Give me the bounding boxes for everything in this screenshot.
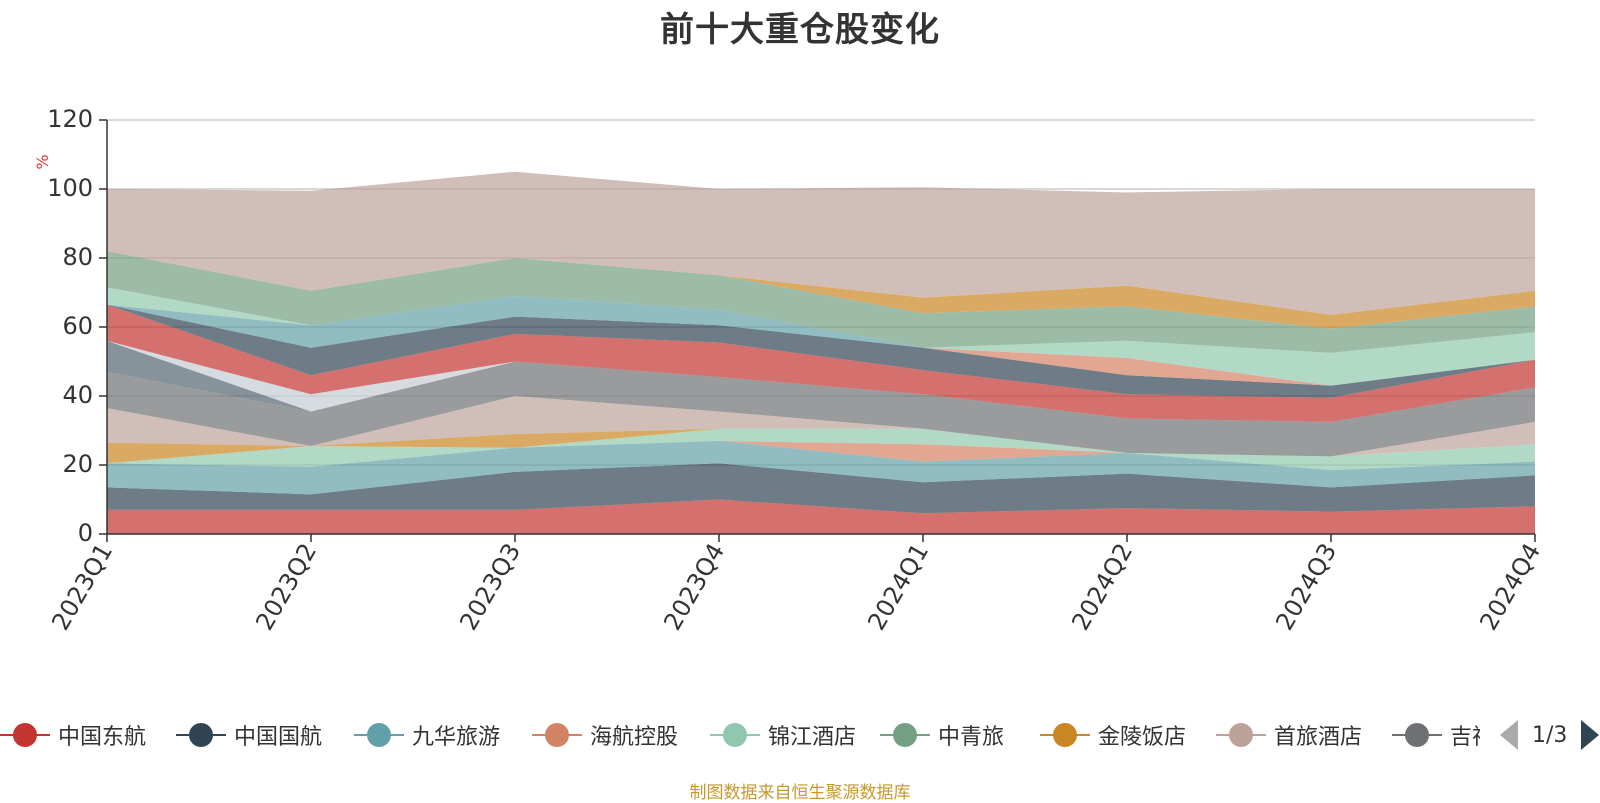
legend-item[interactable]: 中国国航 xyxy=(176,718,322,752)
legend-page-indicator: 1/3 xyxy=(1532,722,1568,748)
legend-label: 中青旅 xyxy=(938,725,1005,750)
area-series-4 xyxy=(107,440,1535,471)
legend: 中国东航 中国国航 九华旅游 海航控股 锦江酒店 中青旅 金陵饭店 首旅酒店 吉祥航空 xyxy=(0,718,1480,752)
area-series-17 xyxy=(107,251,1535,353)
area-series-3 xyxy=(107,440,1535,495)
legend-label: 金陵饭店 xyxy=(1098,725,1187,750)
legend-marker-icon xyxy=(1392,723,1442,747)
legend-marker-icon xyxy=(354,723,404,747)
stacked-area-chart: 0 20 40 60 80 100 120 2023Q1 2023Q2 2023Q3 2023Q4 2… xyxy=(33,105,1546,635)
legend-item[interactable]: 首旅酒店 xyxy=(1216,718,1362,752)
y-tick-label: 80 xyxy=(62,243,93,271)
legend-item[interactable]: 中青旅 xyxy=(880,718,1004,752)
area-series-19 xyxy=(107,171,1535,315)
area-series-8 xyxy=(107,396,1535,457)
legend-label: 首旅酒店 xyxy=(1274,725,1363,750)
legend-item[interactable]: 海航控股 xyxy=(532,718,678,752)
y-tick-label: 0 xyxy=(78,519,93,547)
legend-label: 中国东航 xyxy=(58,725,147,750)
area-series-11 xyxy=(107,340,1535,422)
area-series xyxy=(107,171,1535,534)
legend-label: 海航控股 xyxy=(590,725,679,750)
area-series-16 xyxy=(107,287,1535,386)
legend-item[interactable]: 中国东航 xyxy=(0,718,146,752)
legend-label: 锦江酒店 xyxy=(768,725,857,750)
legend-item[interactable]: 锦江酒店 xyxy=(710,718,856,752)
legend-marker-icon xyxy=(710,723,760,747)
legend-item[interactable]: 吉祥航空 xyxy=(1392,718,1480,752)
x-tick-label: 2023Q2 xyxy=(250,539,322,635)
area-series-5 xyxy=(107,428,1535,471)
legend-marker-icon xyxy=(1040,723,1090,747)
y-axis-unit: % xyxy=(33,154,52,169)
y-tick-label: 60 xyxy=(62,312,93,340)
y-tick-label: 40 xyxy=(62,381,93,409)
x-tick-label: 2024Q2 xyxy=(1066,539,1138,635)
y-tick-label: 100 xyxy=(47,174,93,202)
legend-label: 九华旅游 xyxy=(412,725,501,750)
x-tick-label: 2024Q1 xyxy=(862,539,934,635)
legend-label: 吉祥航空 xyxy=(1450,725,1480,750)
x-tick-label: 2024Q3 xyxy=(1270,539,1342,635)
area-series-7 xyxy=(107,428,1535,464)
y-tick-label: 120 xyxy=(47,105,93,133)
area-series-14 xyxy=(107,295,1535,386)
legend-marker-icon xyxy=(532,723,582,747)
area-series-18 xyxy=(107,251,1535,329)
legend-marker-icon xyxy=(880,723,930,747)
legend-marker-icon xyxy=(0,723,50,747)
x-tick-label: 2023Q1 xyxy=(46,539,118,635)
x-tick-label: 2023Q4 xyxy=(658,539,730,635)
area-series-12 xyxy=(107,304,1535,422)
legend-item[interactable]: 九华旅游 xyxy=(354,718,500,752)
legend-pager: 1/3 xyxy=(1500,716,1600,754)
area-series-9 xyxy=(107,361,1535,457)
data-source-note: 制图数据来自恒生聚源数据库 xyxy=(689,783,911,803)
legend-next-page-icon[interactable] xyxy=(1581,720,1600,750)
area-series-2 xyxy=(107,463,1535,514)
legend-marker-icon xyxy=(176,723,226,747)
area-series-1 xyxy=(107,499,1535,534)
legend-item[interactable]: 金陵饭店 xyxy=(1040,718,1186,752)
chart-title: 前十大重仓股变化 xyxy=(660,10,940,50)
area-series-13 xyxy=(107,304,1535,398)
legend-label: 中国国航 xyxy=(234,725,323,750)
x-tick-label: 2023Q3 xyxy=(454,539,526,635)
legend-prev-page-icon[interactable] xyxy=(1500,720,1518,750)
legend-marker-icon xyxy=(1216,723,1266,747)
x-tick-label: 2024Q4 xyxy=(1474,539,1546,635)
y-tick-label: 20 xyxy=(62,450,93,478)
